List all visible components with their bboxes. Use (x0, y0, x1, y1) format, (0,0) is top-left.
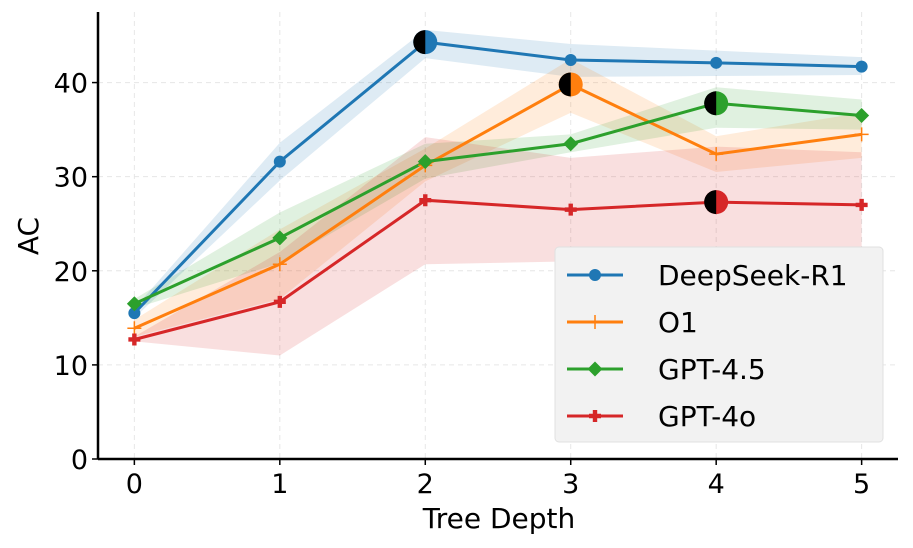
point-deepseek-r1 (564, 53, 577, 66)
axes (92, 12, 898, 465)
legend-entry-o1: O1 (567, 306, 698, 339)
band-deepseek-r1 (134, 29, 862, 318)
point-o1 (709, 147, 724, 162)
legend-marker (589, 410, 601, 422)
point-gpt-4-5 (272, 230, 288, 246)
y-tick-label: 0 (71, 445, 88, 476)
point-gpt-4o (419, 194, 432, 207)
point-deepseek-r1 (710, 56, 723, 69)
point-gpt-4o (855, 198, 868, 211)
y-tick-label: 20 (54, 257, 88, 288)
legend-entry-gpt-4o: GPT-4o (567, 400, 756, 433)
point-deepseek-r1 (855, 60, 868, 73)
point-gpt-4-5 (854, 108, 870, 124)
line-o1 (133, 82, 862, 330)
legend-marker (588, 315, 602, 329)
x-tick-label: 4 (708, 469, 725, 500)
x-tick-label: 1 (271, 469, 288, 500)
series-lines (133, 40, 862, 341)
highlight-deepseek-r1 (413, 30, 438, 55)
legend-marker (589, 269, 601, 281)
legend-label: O1 (658, 306, 698, 339)
point-gpt-4o (128, 333, 141, 346)
line-gpt-4o (133, 198, 862, 341)
point-gpt-4-5 (126, 296, 142, 312)
point-deepseek-r1 (128, 307, 141, 320)
x-tick-label: 3 (562, 469, 579, 500)
y-axis-label: AC (12, 217, 45, 255)
highlight-half (413, 30, 426, 55)
highlight-half (704, 91, 717, 116)
y-tick-label: 10 (54, 351, 88, 382)
legend-label: DeepSeek-R1 (658, 259, 848, 292)
legend-label: GPT-4o (658, 400, 756, 433)
legend-box (554, 246, 884, 443)
point-o1 (127, 321, 142, 336)
highlight-o1 (558, 72, 583, 97)
highlight-gpt-4o (704, 190, 729, 215)
legend-marker (587, 361, 603, 377)
point-o1 (854, 127, 869, 142)
legend: DeepSeek-R1 O1 GPT-4.5 GPT-4o (554, 246, 884, 443)
point-gpt-4-5 (417, 154, 433, 170)
point-gpt-4o (564, 203, 577, 216)
tick-labels: 0 1 2 3 4 5 0 10 20 30 40 (54, 69, 871, 500)
legend-entry-deepseek-r1: DeepSeek-R1 (567, 259, 848, 292)
y-tick-label: 30 (54, 163, 88, 194)
x-tick-label: 0 (126, 469, 143, 500)
x-tick-label: 2 (417, 469, 434, 500)
point-deepseek-r1 (273, 155, 286, 168)
line-gpt-4-5 (133, 101, 862, 306)
point-o1 (272, 257, 287, 272)
x-tick-label: 5 (853, 469, 870, 500)
highlight-markers (413, 30, 729, 215)
y-tick-label: 40 (54, 69, 88, 100)
highlight-half (558, 72, 571, 97)
highlight-gpt-4-5 (704, 91, 729, 116)
legend-label: GPT-4.5 (658, 353, 766, 386)
highlight-half (704, 190, 717, 215)
x-axis-label: Tree Depth (422, 502, 576, 535)
band-gpt-4o (134, 137, 862, 356)
legend-entry-gpt-4-5: GPT-4.5 (567, 353, 766, 386)
line-deepseek-r1 (133, 40, 862, 315)
point-gpt-4-5 (563, 136, 579, 152)
point-gpt-4o (273, 295, 286, 308)
series-markers (126, 53, 870, 346)
band-o1 (134, 59, 862, 337)
